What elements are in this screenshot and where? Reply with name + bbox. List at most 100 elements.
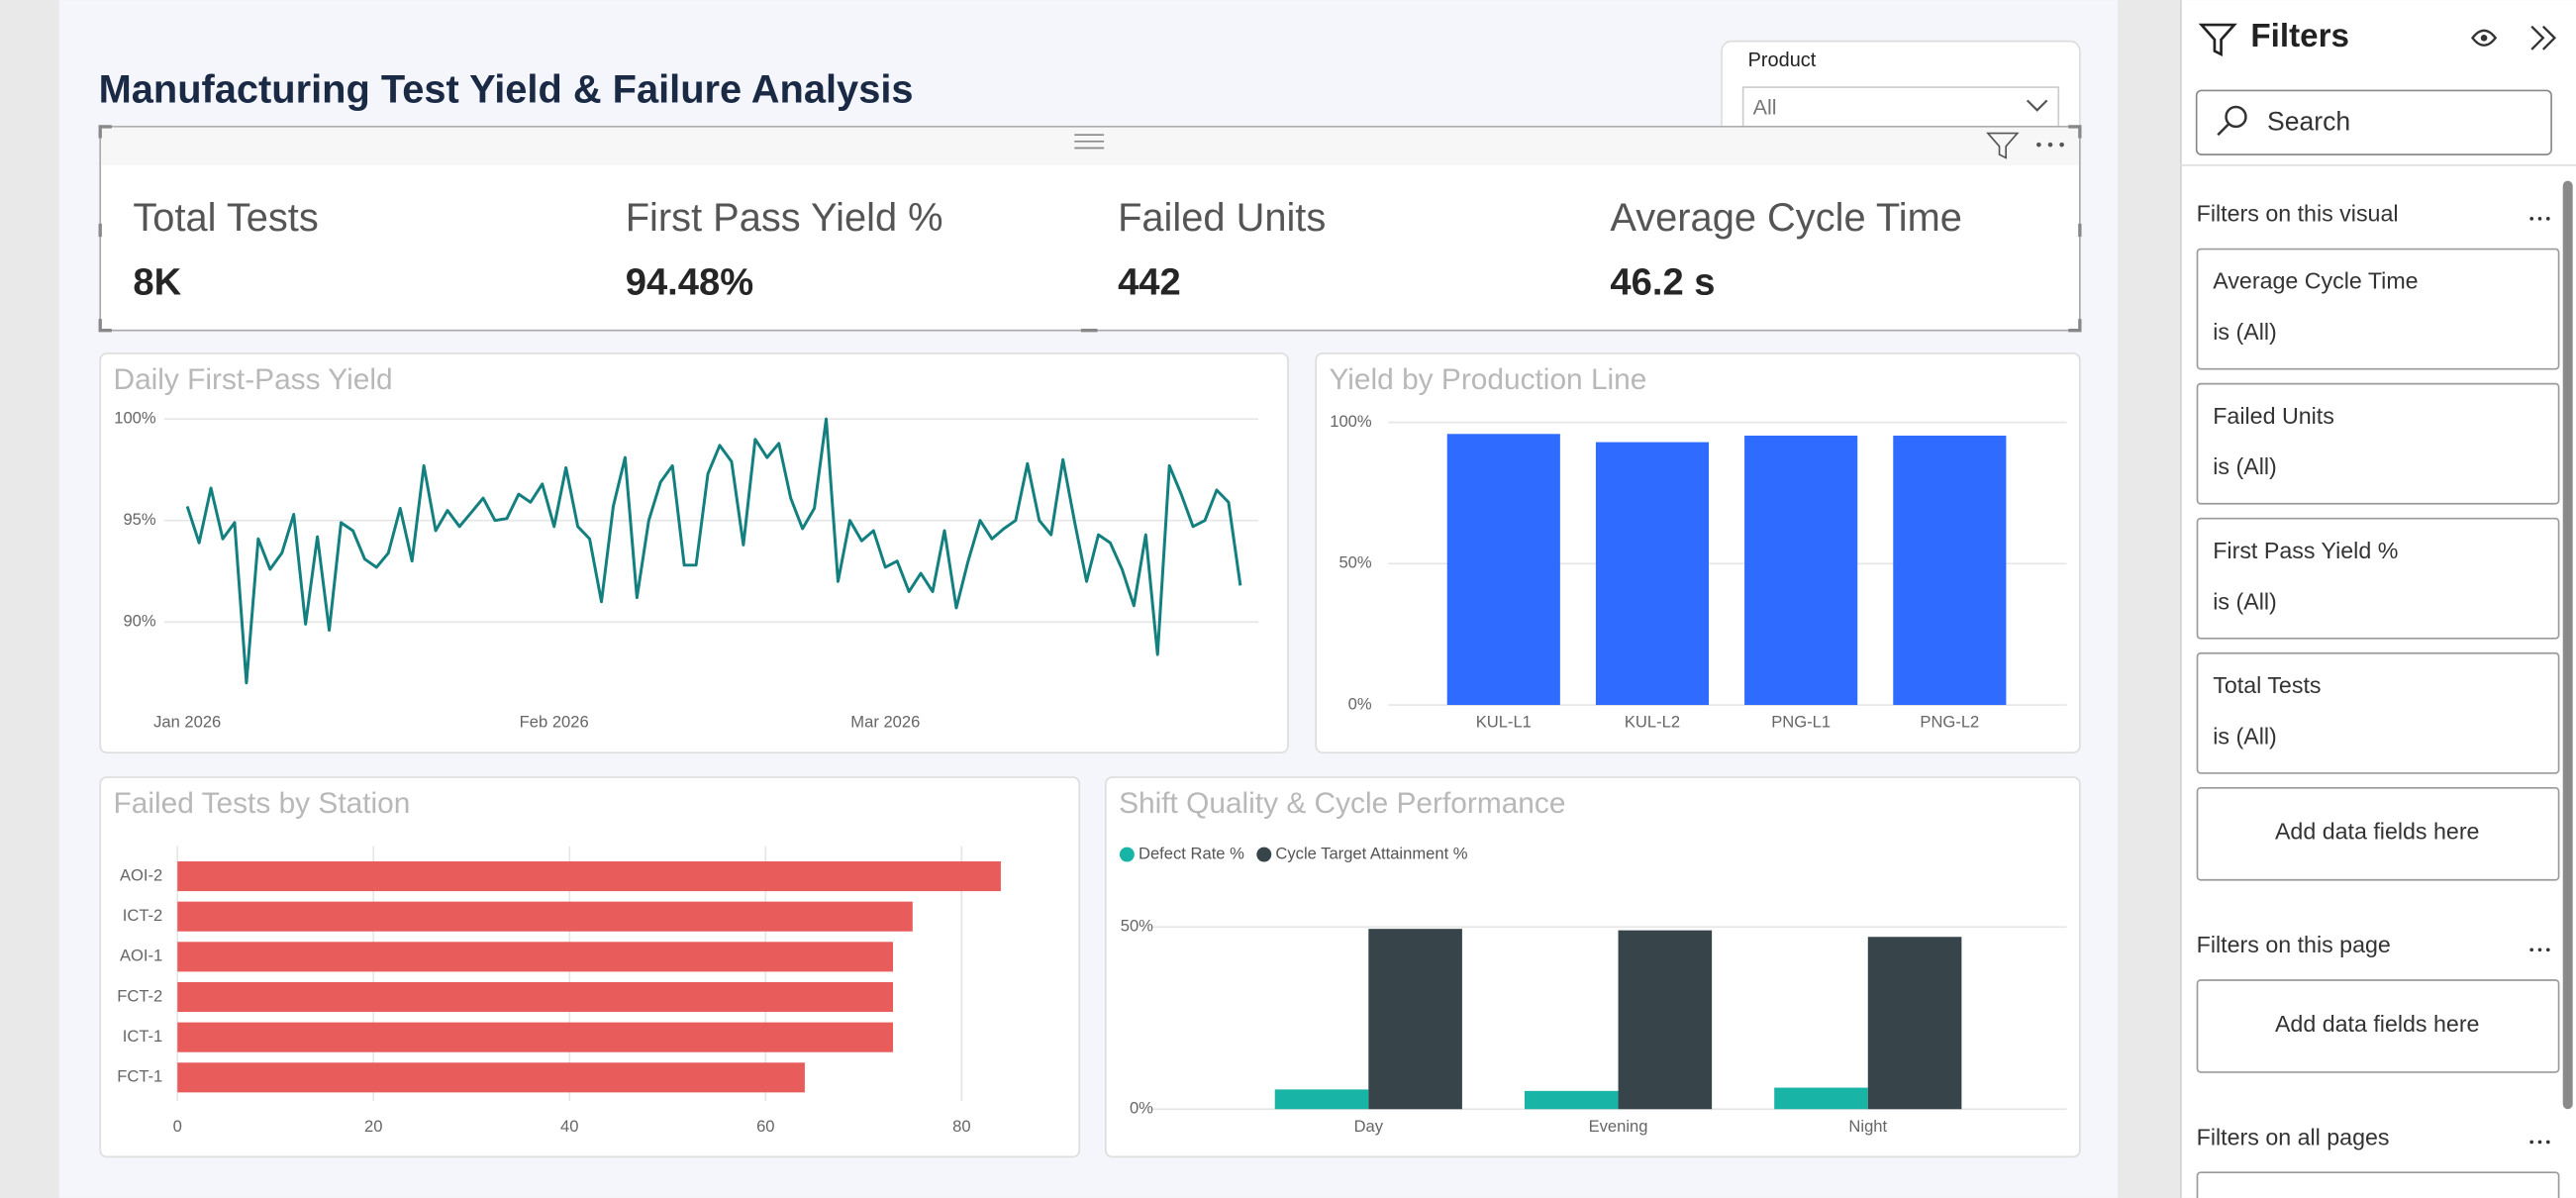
bar [1446,434,1560,706]
bar [177,1062,805,1093]
kpi-label: Failed Units [1118,196,1326,240]
y-tick-label: 0% [1130,1099,1153,1118]
filter-icon[interactable] [1986,132,2020,159]
filter-name: First Pass Yield % [2213,538,2398,563]
search-icon [2217,105,2247,137]
bar [1524,1090,1619,1110]
product-slicer[interactable]: Product All [1721,40,2081,137]
kpi-label: Average Cycle Time [1610,196,1962,240]
y-tick-label: 95% [123,510,155,529]
y-tick-label: AOI-2 [120,865,162,884]
x-tick-label: 80 [952,1117,970,1136]
x-tick-label: 60 [756,1117,774,1136]
visual-card [99,352,1289,753]
legend-label: Defect Rate % [1139,844,1244,862]
filter-icon [2198,23,2237,57]
x-tick-label: Feb 2026 [520,713,589,732]
drop-zone-label: Add data fields here [2275,819,2480,845]
filter-card[interactable] [2196,248,2560,370]
more-options[interactable] [2537,1140,2542,1145]
x-tick-label: Day [1354,1117,1384,1136]
x-tick-label: 20 [364,1117,382,1136]
more-options[interactable] [2545,948,2550,952]
more-options[interactable] [2529,948,2534,952]
bar [177,942,894,972]
chevron [2026,99,2048,112]
filter-state: is (All) [2213,723,2277,749]
x-tick-label: KUL-L2 [1625,713,1680,732]
section-title: Filters on this page [2197,932,2391,957]
slicer-dropdown[interactable] [1741,86,2060,128]
y-tick-label: 0% [1348,694,1372,713]
filters-pane: Filters Search Filters on this visual Ave… [2180,0,2576,1198]
kpi-value: 442 [1118,260,1181,303]
pane-title: Filters [2250,18,2349,54]
bar [177,901,913,932]
drop-zone[interactable] [2196,1171,2560,1198]
legend-swatch [1119,847,1135,862]
kpi-label: First Pass Yield % [626,196,943,240]
x-tick-label: 40 [560,1117,578,1136]
bar [177,860,1001,892]
y-tick-label: 50% [1338,553,1371,572]
chart-title: Daily First-Pass Yield [114,363,393,396]
bar [177,981,894,1013]
kpi-value: 94.48% [626,260,753,303]
eye-icon[interactable] [2470,29,2498,47]
filter-name: Total Tests [2213,672,2321,698]
more-options[interactable] [2545,217,2550,221]
bar [1867,937,1962,1110]
y-tick-label: 100% [1330,412,1372,431]
search-box[interactable] [2195,89,2552,155]
more-options[interactable] [2529,1140,2534,1145]
report-title: Manufacturing Test Yield & Failure Analy… [99,68,914,112]
y-tick-label: FCT-2 [117,986,162,1005]
bar [1774,1087,1868,1110]
kpi-value: 46.2 s [1610,260,1715,303]
bar [1618,930,1713,1110]
visual-card [1104,776,2081,1158]
y-tick-label: AOI-1 [120,947,162,965]
kpi-visual[interactable]: Total Tests 8K First Pass Yield % 94.48% Fai… [98,125,2082,333]
y-tick-label: FCT-1 [117,1067,162,1086]
bar [1893,436,2007,706]
x-tick-label: PNG-L2 [1920,713,1979,732]
more-options[interactable] [2537,948,2542,952]
more-options[interactable] [2545,1140,2550,1145]
scrollbar[interactable] [2562,180,2573,1110]
x-tick-label: Evening [1589,1117,1648,1136]
slicer-value: All [1753,94,1777,119]
legend-label: Cycle Target Attainment % [1275,844,1467,862]
collapse-icon[interactable] [2530,25,2557,50]
drag-handle [1074,134,1105,150]
x-tick-label: Night [1848,1117,1887,1136]
drop-zone-label: Add data fields here [2275,1011,2480,1037]
x-tick-label: 0 [173,1117,182,1136]
resize-handles [98,125,2082,333]
more-options[interactable] [2537,217,2542,221]
kpi-value: 8K [133,260,181,303]
filter-state: is (All) [2213,319,2277,345]
bar [1744,436,1858,706]
more-options[interactable] [2529,217,2534,221]
filter-name: Failed Units [2213,403,2334,429]
filter-card[interactable] [2196,517,2560,640]
section-title: Filters on all pages [2197,1124,2390,1149]
filter-name: Average Cycle Time [2213,268,2418,294]
kpi-label: Total Tests [133,196,318,240]
chart-title: Yield by Production Line [1329,363,1646,396]
more-options[interactable] [2036,142,2064,148]
chart-title: Failed Tests by Station [114,787,411,820]
y-tick-label: ICT-1 [123,1027,163,1046]
drop-zone[interactable] [2196,979,2560,1073]
x-tick-label: PNG-L1 [1771,713,1831,732]
chart-title: Shift Quality & Cycle Performance [1119,787,1565,820]
filter-state: is (All) [2213,588,2277,614]
x-tick-label: KUL-L1 [1476,713,1532,732]
filter-card[interactable] [2196,651,2560,774]
drop-zone[interactable] [2196,787,2560,881]
filter-card[interactable] [2196,382,2560,505]
visual-header [101,127,2080,165]
y-tick-label: 50% [1121,917,1153,936]
